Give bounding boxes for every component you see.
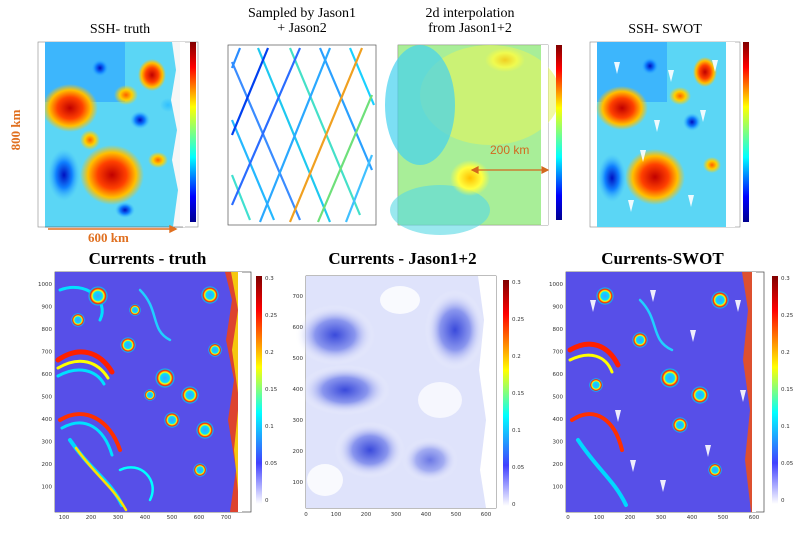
interpolation-title-line2: from Jason1+2 xyxy=(428,21,512,37)
currents-truth-x-tick: 700 xyxy=(221,515,232,521)
interpolation-title-line1: 2d interpolation xyxy=(425,6,515,21)
currents-swot-y-tick: 500 xyxy=(553,395,564,401)
currents-truth-x-tick: 500 xyxy=(167,515,178,521)
height-label: 800 km xyxy=(8,109,23,151)
currents-truth-y-tick: 600 xyxy=(42,372,53,378)
currents-jason-x-tick: 200 xyxy=(361,512,372,518)
ssh-swot-panel xyxy=(589,41,749,228)
currents-jason-y-tick: 200 xyxy=(293,449,304,455)
currents-jason-y-tick: 700 xyxy=(293,294,304,300)
sampled-title-line1: Sampled by Jason1 xyxy=(247,6,357,21)
colorbar-tick-1: 0.15 xyxy=(512,391,525,397)
currents-swot-y-tick: 700 xyxy=(553,350,564,356)
currents-swot-y-tick: 900 xyxy=(553,305,564,311)
currents-truth-y-tick: 300 xyxy=(42,440,53,446)
currents-truth-y-tick: 400 xyxy=(42,417,53,423)
sampled-title-line2: + Jason2 xyxy=(277,21,327,37)
currents-jason-y-tick: 500 xyxy=(293,356,304,362)
currents-truth-x-tick: 400 xyxy=(140,515,151,521)
colorbar-tick-2: 0 xyxy=(781,498,785,504)
currents-swot-title: Currents-SWOT xyxy=(601,249,724,268)
width-arrow xyxy=(48,224,178,234)
sampled-title: Sampled by Jason1 + Jason2 xyxy=(222,6,382,36)
currents-swot-y-tick: 1000 xyxy=(549,282,563,288)
currents-jason-x-tick: 500 xyxy=(451,512,462,518)
currents-truth-x-tick: 300 xyxy=(113,515,124,521)
currents-swot-x-tick: 400 xyxy=(687,515,698,521)
currents-jason-x-tick: 300 xyxy=(391,512,402,518)
colorbar-tick-1: 0 xyxy=(512,502,516,508)
currents-truth-x-tick: 100 xyxy=(59,515,70,521)
currents-swot-x-tick: 0 xyxy=(566,515,570,521)
currents-jason-x-tick: 0 xyxy=(304,512,308,518)
currents-swot-x-tick: 500 xyxy=(718,515,729,521)
currents-truth-y-tick: 200 xyxy=(42,462,53,468)
interpolation-title: 2d interpolation from Jason1+2 xyxy=(395,6,545,36)
colorbar-tick-1: 0.2 xyxy=(512,354,521,360)
width-label: 600 km xyxy=(88,230,129,245)
currents-swot-panel xyxy=(565,271,778,513)
colorbar-tick-0: 0.3 xyxy=(265,276,274,282)
currents-swot-x-tick: 100 xyxy=(594,515,605,521)
colorbar-tick-1: 0.1 xyxy=(512,428,521,434)
colorbar-tick-0: 0.05 xyxy=(265,461,278,467)
currents-jason-y-tick: 600 xyxy=(293,325,304,331)
colorbar-tick-0: 0 xyxy=(265,498,269,504)
currents-truth-y-tick: 700 xyxy=(42,350,53,356)
colorbar-tick-1: 0.3 xyxy=(512,280,521,286)
currents-jason-y-tick: 400 xyxy=(293,387,304,393)
currents-swot-y-tick: 600 xyxy=(553,372,564,378)
ssh-truth-title: SSH- truth xyxy=(89,22,151,37)
currents-jason-title: Currents - Jason1+2 xyxy=(328,249,477,268)
colorbar-tick-1: 0.05 xyxy=(512,465,525,471)
currents-jason-panel xyxy=(295,275,509,509)
colorbar-tick-0: 0.15 xyxy=(265,387,278,393)
ssh-truth-panel xyxy=(37,41,199,228)
currents-truth-title: Currents - truth xyxy=(88,249,207,268)
currents-swot-y-tick: 300 xyxy=(553,440,564,446)
colorbar-tick-2: 0.05 xyxy=(781,461,794,467)
currents-truth-panel xyxy=(54,271,262,513)
currents-truth-x-tick: 600 xyxy=(194,515,205,521)
currents-jason-x-tick: 600 xyxy=(481,512,492,518)
currents-truth-x-tick: 200 xyxy=(86,515,97,521)
currents-jason-y-tick: 300 xyxy=(293,418,304,424)
currents-swot-x-tick: 200 xyxy=(625,515,636,521)
scale-label: 200 km xyxy=(490,143,530,157)
currents-truth-y-tick: 800 xyxy=(42,327,53,333)
ssh-swot-title: SSH- SWOT xyxy=(628,22,702,37)
scale-arrow xyxy=(470,166,550,174)
colorbar-tick-0: 0.1 xyxy=(265,424,274,430)
sampled-tracks-panel xyxy=(227,44,377,226)
currents-swot-y-tick: 100 xyxy=(553,485,564,491)
currents-swot-x-tick: 300 xyxy=(656,515,667,521)
colorbar-tick-0: 0.2 xyxy=(265,350,274,356)
interpolation-panel xyxy=(385,44,562,235)
currents-swot-y-tick: 400 xyxy=(553,417,564,423)
colorbar-tick-1: 0.25 xyxy=(512,317,525,323)
colorbar-tick-2: 0.2 xyxy=(781,350,790,356)
currents-jason-x-tick: 400 xyxy=(421,512,432,518)
currents-truth-y-tick: 1000 xyxy=(38,282,52,288)
currents-truth-y-tick: 900 xyxy=(42,305,53,311)
colorbar-tick-2: 0.1 xyxy=(781,424,790,430)
colorbar-tick-2: 0.15 xyxy=(781,387,794,393)
colorbar-tick-2: 0.3 xyxy=(781,276,790,282)
currents-truth-y-tick: 100 xyxy=(42,485,53,491)
colorbar-tick-0: 0.25 xyxy=(265,313,278,319)
currents-jason-y-tick: 100 xyxy=(293,480,304,486)
currents-jason-x-tick: 100 xyxy=(331,512,342,518)
colorbar-tick-2: 0.25 xyxy=(781,313,794,319)
currents-swot-x-tick: 600 xyxy=(749,515,760,521)
currents-truth-y-tick: 500 xyxy=(42,395,53,401)
currents-swot-y-tick: 800 xyxy=(553,327,564,333)
currents-swot-y-tick: 200 xyxy=(553,462,564,468)
